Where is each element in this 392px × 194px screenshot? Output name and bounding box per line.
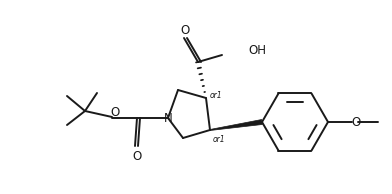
- Text: or1: or1: [210, 92, 223, 100]
- Text: or1: or1: [213, 135, 226, 145]
- Text: OH: OH: [248, 44, 266, 57]
- Text: N: N: [163, 112, 172, 125]
- Text: O: O: [351, 115, 361, 128]
- Polygon shape: [210, 120, 262, 131]
- Text: O: O: [132, 151, 142, 164]
- Text: O: O: [180, 23, 190, 36]
- Text: O: O: [111, 106, 120, 119]
